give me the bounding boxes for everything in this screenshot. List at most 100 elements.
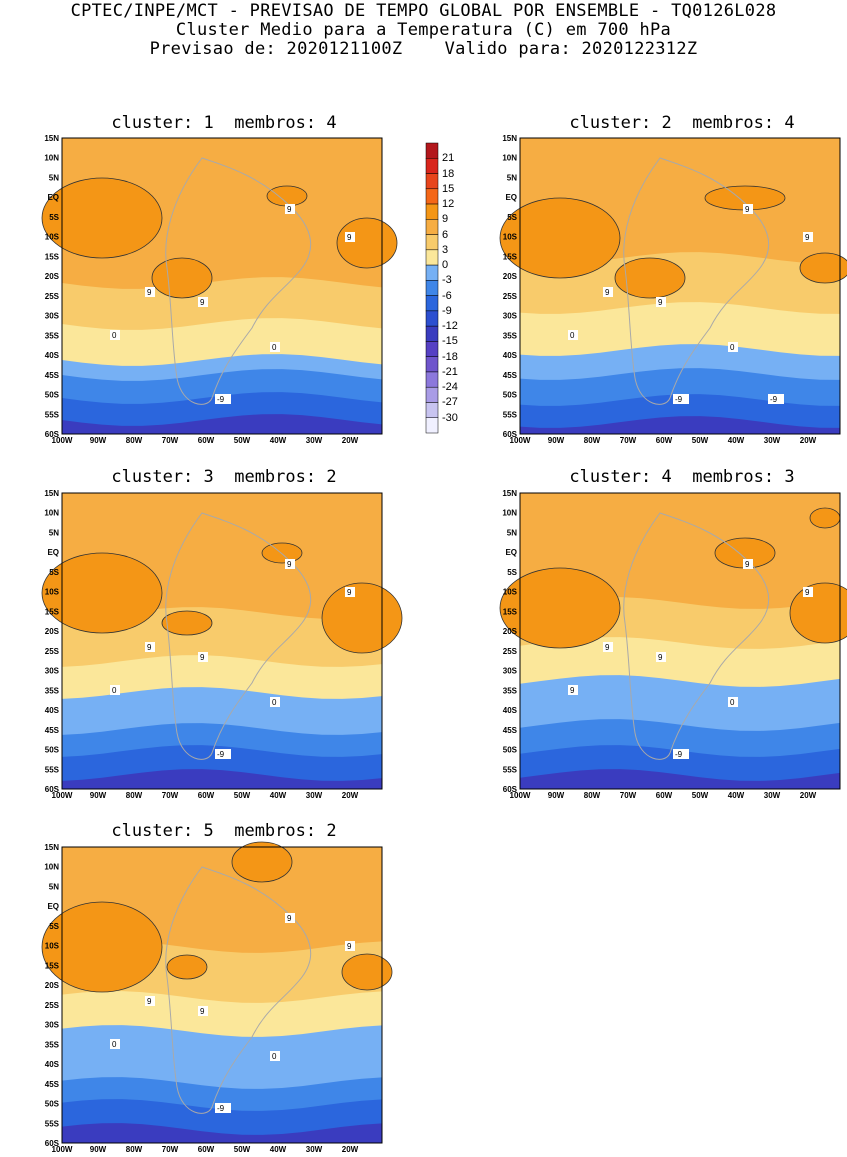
colorbar-swatch bbox=[425, 249, 439, 266]
lat-tick-label: 30S bbox=[45, 667, 60, 676]
contour-label: 9 bbox=[347, 942, 352, 951]
colorbar-swatch bbox=[425, 264, 439, 281]
contour-label-bg bbox=[270, 342, 280, 352]
contour-label: 9 bbox=[287, 914, 292, 923]
warm-region-9C bbox=[151, 257, 213, 299]
colorbar-swatch bbox=[425, 356, 439, 373]
contour-label: 9 bbox=[805, 588, 810, 597]
contour-label-bg bbox=[743, 204, 753, 214]
map-panel-2: 9 9 9 9 0 0 -9 -9 15N 10N 5N EQ 5S 10S 15S 20S 25S 30S 35S… bbox=[499, 134, 847, 445]
colorbar-swatch bbox=[425, 203, 439, 220]
lat-tick-label: 55S bbox=[45, 765, 60, 774]
lat-tick-label: 45S bbox=[503, 726, 518, 735]
lat-tick-label: 20S bbox=[45, 627, 60, 636]
contour-label: 0 bbox=[112, 331, 117, 340]
lat-tick-label: 15N bbox=[502, 134, 517, 143]
contour-label-bg bbox=[345, 587, 355, 597]
contour-label-bg bbox=[803, 587, 813, 597]
lon-tick-label: 80W bbox=[126, 791, 143, 800]
colorbar-swatch bbox=[425, 371, 439, 388]
lat-tick-label: 25S bbox=[45, 1001, 60, 1010]
warm-region-9C bbox=[41, 552, 163, 634]
colorbar-swatch bbox=[425, 402, 439, 418]
contour-label: 9 bbox=[200, 653, 205, 662]
lon-tick-label: 100W bbox=[510, 791, 531, 800]
contour-label: 9 bbox=[805, 233, 810, 242]
warm-region-9C bbox=[614, 257, 686, 299]
lat-tick-label: 10S bbox=[45, 942, 60, 951]
lon-tick-label: 90W bbox=[548, 436, 565, 445]
contour-label-bg bbox=[345, 232, 355, 242]
lat-tick-label: 15N bbox=[44, 134, 59, 143]
lat-tick-label: 5N bbox=[49, 173, 59, 182]
contour-label-bg bbox=[568, 330, 578, 340]
panel-title-5: cluster: 5 membros: 2 bbox=[111, 821, 337, 841]
map-panel-5: 9 9 9 9 0 0 -9 15N 10N 5N EQ 5S 10S 15S 20S 25S 30S 35S 40… bbox=[41, 841, 393, 1154]
contour-label: 9 bbox=[147, 643, 152, 652]
figure-title-line1: CPTEC/INPE/MCT - PREVISAO DE TEMPO GLOBA… bbox=[70, 1, 777, 21]
contour-label-bg bbox=[603, 287, 613, 297]
lon-tick-label: 90W bbox=[90, 1145, 107, 1154]
contour-label: 0 bbox=[272, 343, 277, 352]
contour-label: 0 bbox=[272, 698, 277, 707]
figure-title-line3: Previsao de: 2020121100Z Valido para: 20… bbox=[149, 39, 698, 59]
contour-label: 9 bbox=[570, 686, 575, 695]
warm-region-9C bbox=[809, 507, 841, 529]
map-frame bbox=[61, 492, 383, 790]
contour-label-bg bbox=[198, 652, 208, 662]
lat-tick-label: 55S bbox=[503, 410, 518, 419]
colorbar-label: -12 bbox=[442, 320, 458, 333]
lat-tick-label: 40S bbox=[45, 351, 60, 360]
lat-tick-label: 20S bbox=[503, 627, 518, 636]
contour-label-bg bbox=[270, 1051, 280, 1061]
lat-tick-label: 60S bbox=[503, 785, 518, 794]
lon-tick-label: 100W bbox=[52, 1145, 73, 1154]
colorbar-swatch bbox=[425, 158, 439, 174]
lon-tick-label: 100W bbox=[52, 791, 73, 800]
warm-region-9C bbox=[261, 542, 303, 564]
contour-label-bg bbox=[110, 330, 120, 340]
lat-tick-label: 5N bbox=[49, 528, 59, 537]
warm-region-9C bbox=[41, 177, 163, 259]
lat-tick-label: 5S bbox=[49, 922, 59, 931]
warm-region-9C bbox=[499, 567, 621, 649]
warm-region-9C bbox=[166, 954, 208, 980]
lon-tick-label: 20W bbox=[800, 436, 817, 445]
lat-tick-label: 45S bbox=[45, 1080, 60, 1089]
contour-label: 9 bbox=[147, 288, 152, 297]
lat-tick-label: EQ bbox=[47, 193, 59, 202]
lat-tick-label: 10S bbox=[503, 588, 518, 597]
contour-label-bg bbox=[656, 652, 666, 662]
lat-tick-label: 5S bbox=[507, 568, 517, 577]
lon-tick-label: 30W bbox=[306, 1145, 323, 1154]
lat-tick-label: 5S bbox=[49, 213, 59, 222]
lon-tick-label: 70W bbox=[620, 436, 637, 445]
warm-region-9C bbox=[789, 582, 847, 644]
contour-label-bg bbox=[673, 749, 689, 759]
warm-region-9C bbox=[41, 901, 163, 993]
temperature-band bbox=[520, 769, 840, 789]
colorbar-swatch bbox=[425, 188, 439, 205]
lat-tick-label: 15S bbox=[45, 252, 60, 261]
lon-tick-label: 40W bbox=[728, 436, 745, 445]
lon-tick-label: 70W bbox=[162, 1145, 179, 1154]
lat-tick-label: 35S bbox=[45, 331, 60, 340]
contour-label: 9 bbox=[658, 653, 663, 662]
temperature-band bbox=[520, 416, 840, 434]
lon-tick-label: 90W bbox=[90, 436, 107, 445]
contour-label: 9 bbox=[200, 1007, 205, 1016]
lat-tick-label: 50S bbox=[45, 746, 60, 755]
lon-tick-label: 50W bbox=[692, 791, 709, 800]
contour-label: 9 bbox=[605, 643, 610, 652]
lat-tick-label: 10S bbox=[45, 588, 60, 597]
lat-tick-label: 30S bbox=[503, 312, 518, 321]
lat-tick-label: 20S bbox=[45, 272, 60, 281]
colorbar-label: -24 bbox=[442, 381, 458, 394]
colorbar-label: -30 bbox=[442, 411, 458, 424]
contour-label-bg bbox=[198, 1006, 208, 1016]
map-frame bbox=[61, 846, 383, 1144]
lon-tick-label: 40W bbox=[728, 791, 745, 800]
lon-tick-label: 80W bbox=[126, 436, 143, 445]
lat-tick-label: 25S bbox=[503, 647, 518, 656]
colorbar-label: -3 bbox=[442, 274, 452, 287]
